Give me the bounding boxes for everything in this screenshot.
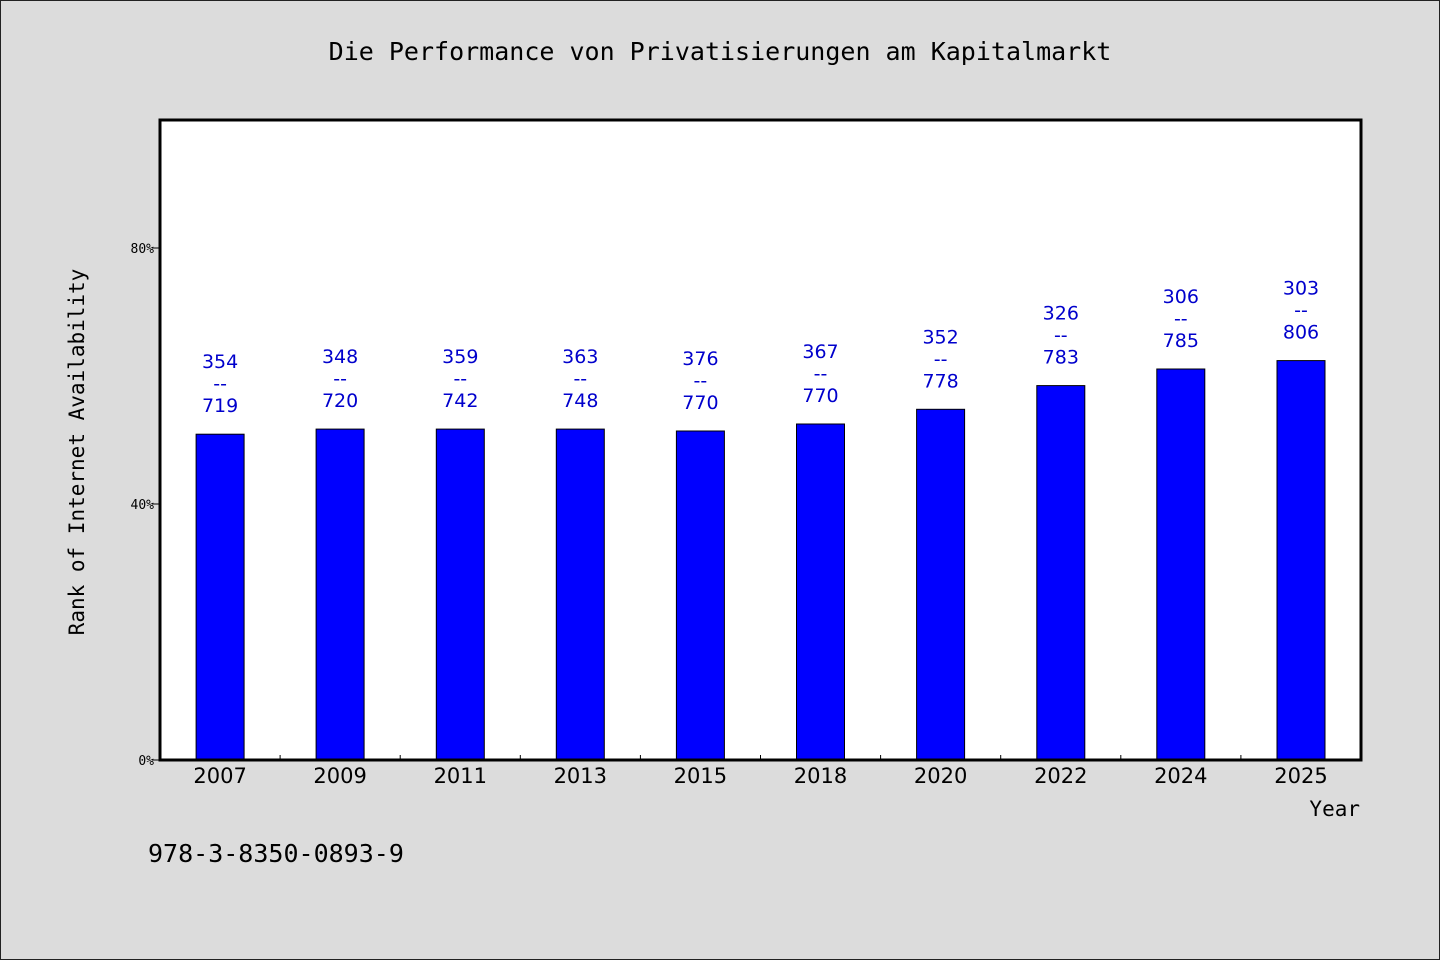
y-tick-label-0%: 0% (138, 754, 154, 769)
bar-2022 (1036, 385, 1086, 761)
data-label-bottom-2024: 785 (1163, 330, 1199, 352)
data-label-top-2022: 326 (1043, 303, 1079, 325)
isbn-label: 978-3-8350-0893-9 (148, 839, 404, 868)
data-label-bottom-2018: 770 (802, 385, 838, 407)
data-label-bottom-2025: 806 (1283, 322, 1319, 344)
data-label-bottom-2009: 720 (322, 390, 358, 412)
data-label-top-2011: 359 (442, 346, 478, 368)
data-label-sep-2018: -- (814, 363, 828, 385)
data-label-sep-2025: -- (1294, 300, 1308, 322)
data-label-bottom-2015: 770 (682, 392, 718, 414)
y-tick-label-40%: 40% (131, 498, 155, 513)
data-label-bottom-2020: 778 (922, 370, 958, 392)
x-tick-label-2009: 2009 (313, 764, 366, 788)
data-label-sep-2007: -- (213, 373, 227, 395)
chart-title: Die Performance von Privatisierungen am … (329, 37, 1112, 66)
x-tick-label-2020: 2020 (914, 764, 967, 788)
x-tick-label-2022: 2022 (1034, 764, 1087, 788)
y-axis: 0% 40% 80% (131, 242, 160, 769)
data-label-sep-2015: -- (694, 370, 708, 392)
data-labels-group: 719--354720--348742--359748--363770--376… (202, 278, 1319, 418)
data-label-sep-2022: -- (1054, 325, 1068, 347)
bar-2025 (1276, 360, 1326, 761)
y-tick-label-80%: 80% (131, 242, 155, 257)
x-axis: 2007 2009 2011 2013 2015 2018 2020 2022 2024 2025 (193, 755, 1328, 788)
data-label-sep-2024: -- (1174, 308, 1188, 330)
data-label-top-2025: 303 (1283, 278, 1319, 300)
data-label-top-2018: 367 (802, 341, 838, 363)
y-axis-title: Rank of Internet Availability (65, 269, 89, 636)
data-label-sep-2020: -- (934, 348, 948, 370)
data-label-top-2013: 363 (562, 346, 598, 368)
data-label-sep-2009: -- (333, 368, 347, 390)
data-label-top-2009: 348 (322, 346, 358, 368)
bar-2018 (796, 423, 845, 761)
bar-2020 (916, 408, 966, 761)
data-label-bottom-2011: 742 (442, 390, 478, 412)
data-label-top-2024: 306 (1163, 286, 1199, 308)
data-label-top-2015: 376 (682, 348, 718, 370)
x-tick-label-2015: 2015 (674, 764, 727, 788)
x-tick-label-2007: 2007 (193, 764, 246, 788)
bars-group (195, 360, 1326, 761)
data-label-top-2007: 354 (202, 351, 238, 373)
data-label-bottom-2007: 719 (202, 395, 238, 417)
x-tick-label-2018: 2018 (794, 764, 847, 788)
bar-2007 (195, 433, 245, 761)
data-label-top-2020: 352 (922, 326, 958, 348)
x-tick-label-2024: 2024 (1154, 764, 1207, 788)
data-label-sep-2013: -- (573, 368, 587, 390)
bar-2015 (675, 430, 725, 761)
data-label-sep-2011: -- (453, 368, 467, 390)
x-tick-label-2013: 2013 (554, 764, 607, 788)
plot-border (158, 118, 1363, 762)
data-label-bottom-2013: 748 (562, 390, 598, 412)
bar-2024 (1156, 368, 1206, 761)
x-tick-label-2011: 2011 (434, 764, 487, 788)
bar-2009 (315, 428, 365, 761)
x-axis-title: Year (1309, 797, 1360, 821)
bar-2011 (435, 428, 485, 761)
bar-2013 (555, 428, 605, 761)
x-tick-label-2025: 2025 (1274, 764, 1327, 788)
data-label-bottom-2022: 783 (1043, 347, 1079, 369)
